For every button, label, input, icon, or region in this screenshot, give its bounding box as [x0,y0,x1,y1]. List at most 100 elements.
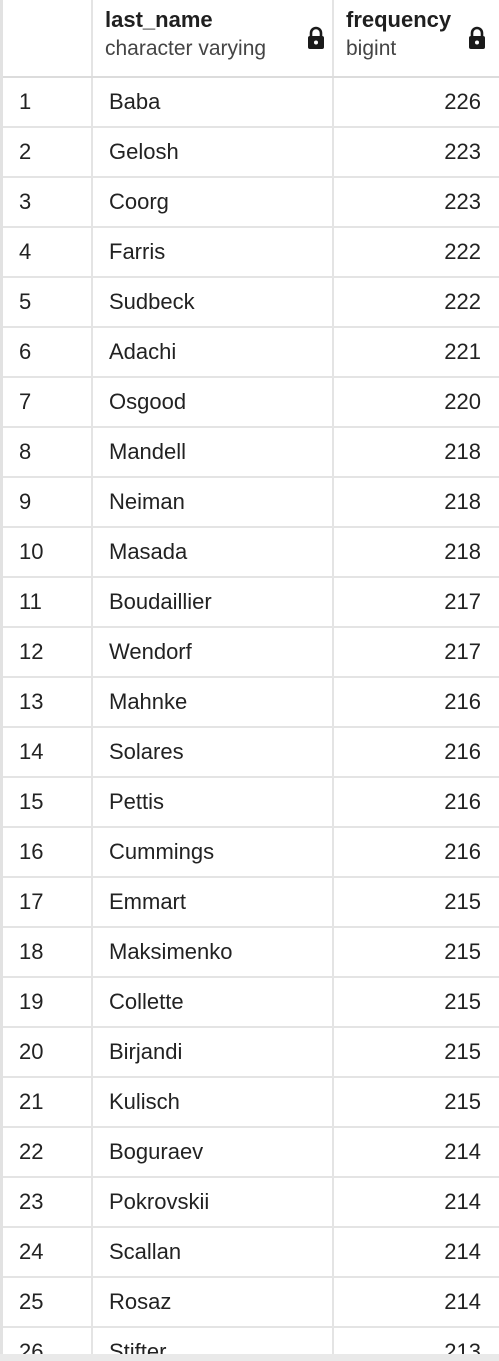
table-row[interactable]: 7 Osgood 220 [3,378,499,428]
cell-frequency[interactable]: 223 [444,139,481,164]
cell-last-name[interactable]: Emmart [93,878,334,926]
table-row[interactable]: 2 Gelosh 223 [3,128,499,178]
cell-frequency[interactable]: 216 [444,739,481,764]
cell-frequency[interactable]: 214 [444,1189,481,1214]
cell-last-name[interactable]: Gelosh [93,128,334,176]
cell-last-name[interactable]: Scallan [93,1228,334,1276]
cell-last-name[interactable]: Cummings [93,828,334,876]
cell-last-name[interactable]: Farris [93,228,334,276]
row-number: 18 [3,928,93,976]
table-row[interactable]: 12 Wendorf 217 [3,628,499,678]
row-number: 4 [3,228,93,276]
cell-last-name[interactable]: Maksimenko [93,928,334,976]
table-row[interactable]: 6 Adachi 221 [3,328,499,378]
cell-last-name[interactable]: Pettis [93,778,334,826]
cell-frequency[interactable]: 217 [444,639,481,664]
cell-last-name[interactable]: Osgood [93,378,334,426]
cell-frequency[interactable]: 214 [444,1289,481,1314]
cell-last-name[interactable]: Masada [93,528,334,576]
row-number: 25 [3,1278,93,1326]
table-row[interactable]: 21 Kulisch 215 [3,1078,499,1128]
grid-header: last_name character varying frequency bi… [3,0,499,78]
cell-last-name[interactable]: Neiman [93,478,334,526]
table-row[interactable]: 18 Maksimenko 215 [3,928,499,978]
table-row[interactable]: 19 Collette 215 [3,978,499,1028]
cell-last-name[interactable]: Collette [93,978,334,1026]
column-type: bigint [346,37,397,60]
row-number: 17 [3,878,93,926]
cell-last-name[interactable]: Kulisch [93,1078,334,1126]
table-row[interactable]: 11 Boudaillier 217 [3,578,499,628]
cell-frequency[interactable]: 223 [444,189,481,214]
row-number-header [3,0,93,76]
cell-last-name[interactable]: Solares [93,728,334,776]
cell-frequency[interactable]: 215 [444,889,481,914]
cell-frequency[interactable]: 215 [444,939,481,964]
column-header-frequency[interactable]: frequency bigint [334,0,499,76]
table-row[interactable]: 9 Neiman 218 [3,478,499,528]
cell-last-name[interactable]: Boguraev [93,1128,334,1176]
row-number: 7 [3,378,93,426]
cell-frequency[interactable]: 214 [444,1139,481,1164]
cell-frequency[interactable]: 220 [444,389,481,414]
row-number: 24 [3,1228,93,1276]
row-number: 15 [3,778,93,826]
cell-frequency[interactable]: 221 [444,339,481,364]
horizontal-scrollbar[interactable] [0,1354,499,1361]
cell-last-name[interactable]: Wendorf [93,628,334,676]
cell-last-name[interactable]: Baba [93,78,334,126]
cell-frequency[interactable]: 216 [444,789,481,814]
row-number: 6 [3,328,93,376]
cell-last-name[interactable]: Rosaz [93,1278,334,1326]
row-number: 8 [3,428,93,476]
table-row[interactable]: 22 Boguraev 214 [3,1128,499,1178]
table-row[interactable]: 3 Coorg 223 [3,178,499,228]
table-row[interactable]: 23 Pokrovskii 214 [3,1178,499,1228]
cell-last-name[interactable]: Birjandi [93,1028,334,1076]
cell-last-name[interactable]: Mahnke [93,678,334,726]
row-number: 3 [3,178,93,226]
cell-frequency[interactable]: 218 [444,439,481,464]
cell-last-name[interactable]: Sudbeck [93,278,334,326]
table-row[interactable]: 17 Emmart 215 [3,878,499,928]
table-row[interactable]: 16 Cummings 216 [3,828,499,878]
table-row[interactable]: 20 Birjandi 215 [3,1028,499,1078]
row-number: 22 [3,1128,93,1176]
cell-frequency[interactable]: 215 [444,1039,481,1064]
table-row[interactable]: 15 Pettis 216 [3,778,499,828]
table-row[interactable]: 5 Sudbeck 222 [3,278,499,328]
cell-last-name[interactable]: Adachi [93,328,334,376]
row-number: 19 [3,978,93,1026]
cell-frequency[interactable]: 216 [444,839,481,864]
table-row[interactable]: 1 Baba 226 [3,78,499,128]
column-name: last_name [105,7,213,32]
row-number: 10 [3,528,93,576]
cell-frequency[interactable]: 218 [444,539,481,564]
cell-frequency[interactable]: 218 [444,489,481,514]
row-number: 2 [3,128,93,176]
cell-frequency[interactable]: 222 [444,289,481,314]
table-row[interactable]: 4 Farris 222 [3,228,499,278]
cell-frequency[interactable]: 216 [444,689,481,714]
cell-last-name[interactable]: Mandell [93,428,334,476]
table-row[interactable]: 24 Scallan 214 [3,1228,499,1278]
cell-last-name[interactable]: Boudaillier [93,578,334,626]
table-row[interactable]: 10 Masada 218 [3,528,499,578]
cell-last-name[interactable]: Pokrovskii [93,1178,334,1226]
table-row[interactable]: 25 Rosaz 214 [3,1278,499,1328]
table-row[interactable]: 8 Mandell 218 [3,428,499,478]
cell-frequency[interactable]: 217 [444,589,481,614]
row-number: 11 [3,578,93,626]
cell-frequency[interactable]: 222 [444,239,481,264]
cell-last-name[interactable]: Coorg [93,178,334,226]
cell-frequency[interactable]: 214 [444,1239,481,1264]
grid-body: 1 Baba 226 2 Gelosh 223 3 Coorg 223 4 Farris 222 5 Su… [3,78,499,1361]
cell-frequency[interactable]: 215 [444,989,481,1014]
table-row[interactable]: 14 Solares 216 [3,728,499,778]
column-header-last-name[interactable]: last_name character varying [93,0,334,76]
cell-frequency[interactable]: 226 [444,89,481,114]
table-row[interactable]: 13 Mahnke 216 [3,678,499,728]
row-number: 16 [3,828,93,876]
cell-frequency[interactable]: 215 [444,1089,481,1114]
